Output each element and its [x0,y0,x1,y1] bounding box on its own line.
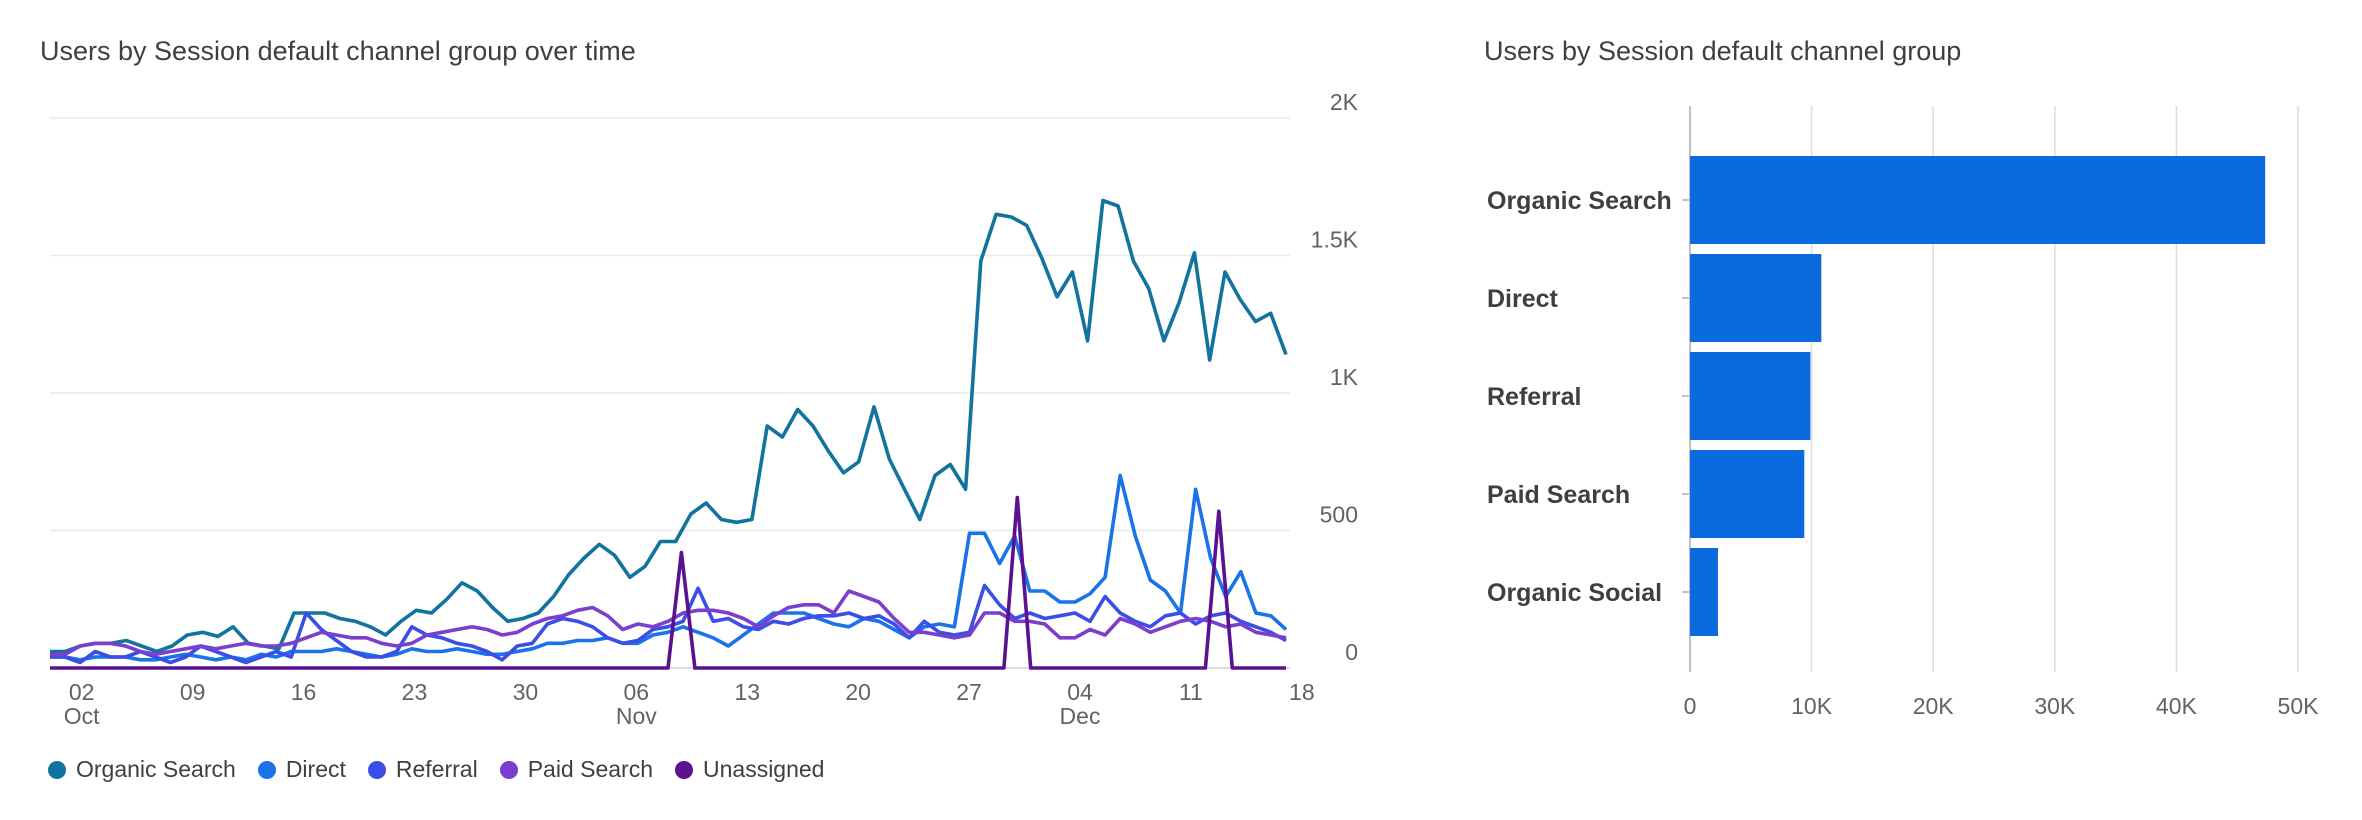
legend-item-paid-search[interactable]: Paid Search [499,756,653,783]
category-label: Organic Social [1487,579,1662,607]
legend-dot-referral-icon [367,760,386,779]
series-line-direct [50,473,1288,662]
legend-dot-organic-search-icon [48,760,66,779]
legend-label: Unassigned [703,756,825,782]
x-tick-label: 23 [402,679,428,705]
x-tick-label: 13 [734,679,760,705]
series-line-unassigned [50,495,1286,670]
legend-label: Organic Search [76,756,236,782]
legend-label: Direct [285,756,346,782]
bar-paid-search [1690,450,1805,538]
legend-label: Paid Search [527,756,653,782]
y-tick-label: 1K [1330,364,1359,390]
x-tick-label: 20 [845,679,871,705]
x-tick-label: 02 [69,679,95,705]
y-tick-label: 0 [1345,639,1358,665]
category-label: Organic Search [1487,187,1672,215]
legend-item-direct[interactable]: Direct [257,756,346,783]
bar-chart[interactable]: 0 10K 20K 30K 40K 50K Organic Search Direct Refe… [1487,106,2319,719]
legend-item-organic-search[interactable]: Organic Search [48,756,236,783]
x-tick-label: 27 [956,679,982,705]
x-tick-label: 30 [513,679,539,705]
x-tick-label: 04 [1067,679,1093,705]
line-chart-title: Users by Session default channel group o… [40,36,636,66]
series-line-paid-search [50,589,1287,657]
bar-organic-social [1690,548,1718,636]
x-tick-label: 06 [624,679,650,705]
series-line-referral [50,583,1287,665]
category-label: Direct [1487,285,1559,313]
legend-item-referral[interactable]: Referral [367,756,478,783]
x-tick-label: 20K [1913,693,1955,719]
bar-organic-search [1690,156,2266,244]
x-tick-label: 0 [1684,693,1697,719]
legend-item-unassigned[interactable]: Unassigned [675,756,824,783]
bar-referral [1690,352,1811,440]
x-tick-month-label: Nov [616,703,657,729]
bar-direct [1690,254,1822,342]
x-tick-label: 11 [1179,679,1203,705]
category-label: Referral [1487,383,1582,411]
x-tick-label: 10K [1791,693,1833,719]
y-tick-label: 2K [1330,89,1359,115]
category-label: Paid Search [1487,481,1630,509]
y-tick-label: 1.5K [1311,227,1359,253]
legend-label: Referral [395,756,478,782]
x-tick-label: 30K [2034,693,2076,719]
x-tick-label: 09 [180,679,206,705]
x-tick-label: 16 [291,679,317,705]
x-tick-label: 40K [2156,693,2198,719]
x-tick-label: 18 [1289,679,1315,705]
legend-dot-direct-icon [257,760,276,779]
x-tick-label: 50K [2278,693,2320,719]
legend-dot-unassigned-icon [675,760,693,779]
legend-dot-paid-search-icon [499,760,518,779]
y-tick-label: 500 [1320,502,1358,528]
x-tick-month-label: Oct [64,703,100,729]
bar-chart-title: Users by Session default channel group [1484,36,1962,66]
line-chart-legend: Organic Search Direct Referral Paid Sear… [48,756,824,783]
x-tick-month-label: Dec [1060,703,1101,729]
